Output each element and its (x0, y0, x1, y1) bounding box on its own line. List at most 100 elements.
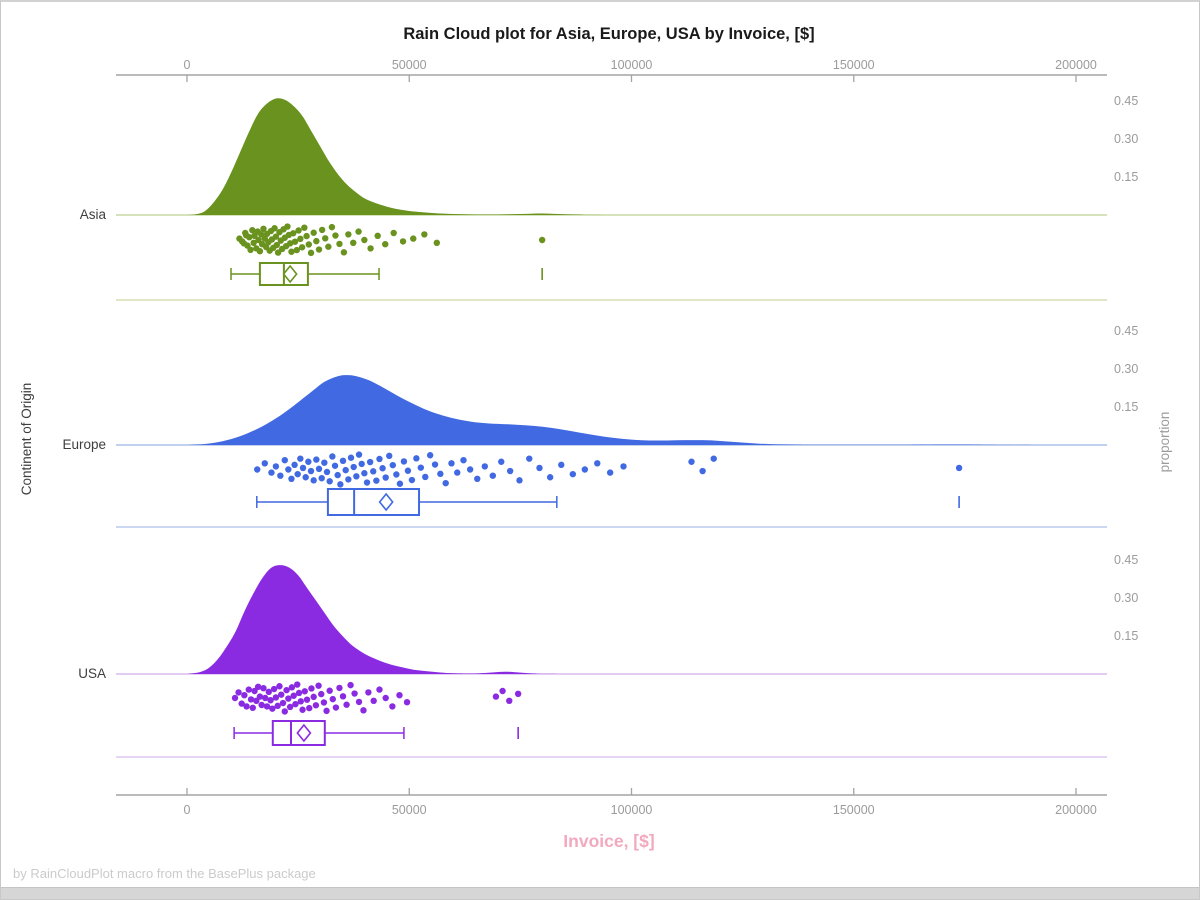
rain-point (393, 471, 400, 478)
rain-point (382, 474, 389, 481)
rain-point (308, 685, 315, 692)
rain-point (298, 244, 306, 251)
rain-point (276, 683, 283, 690)
rain-point (267, 697, 274, 704)
rain-point (342, 466, 349, 474)
rain-point (307, 467, 315, 475)
axis-tick-label: 200000 (1055, 803, 1097, 817)
rain-point (569, 470, 577, 478)
rain-point (558, 461, 565, 469)
rain-point (448, 460, 455, 467)
rain-point (272, 233, 280, 240)
rain-point (426, 452, 434, 459)
rain-point (516, 477, 523, 484)
rain-point (365, 689, 372, 696)
rain-point (376, 686, 383, 693)
rain-point (688, 458, 695, 465)
rain-point (323, 468, 331, 476)
rain-point (474, 475, 481, 482)
rain-point (408, 476, 416, 484)
rain-point (347, 681, 354, 689)
rain-point (417, 464, 425, 471)
rain-point (295, 227, 302, 234)
rain-point (313, 237, 320, 245)
x-axis-label: Invoice, [$] (563, 831, 654, 851)
rain-point (231, 694, 239, 702)
axis-tick-label: 100000 (611, 58, 653, 72)
rain-point (332, 232, 339, 239)
rain-point (399, 238, 407, 245)
rain-point (353, 473, 360, 480)
rain-point (370, 697, 377, 704)
rain-point (581, 466, 589, 473)
rain-point (370, 468, 377, 475)
rain-point (318, 690, 325, 698)
rain-point (620, 463, 627, 470)
rain-point (290, 692, 297, 699)
rain-point (279, 699, 287, 707)
rain-point (382, 694, 389, 702)
rain-point (245, 686, 252, 693)
rain-point (329, 453, 336, 460)
box (326, 488, 421, 516)
rain-point (305, 241, 312, 248)
rain-point (265, 688, 272, 696)
rain-point (382, 241, 389, 248)
rain-point (326, 687, 333, 694)
rain-point (360, 707, 367, 714)
rain-point (241, 692, 248, 699)
rain-point (433, 239, 441, 246)
rain-point (498, 458, 505, 465)
rain-point (466, 466, 474, 473)
group-usa: 0.45 0.30 0.15 (116, 553, 1138, 758)
rain-point (390, 229, 397, 237)
rain-point (278, 691, 285, 698)
rain-point (315, 682, 322, 689)
rain-point (291, 461, 298, 469)
rain-point (355, 451, 363, 458)
rain-point (263, 703, 271, 710)
rain-point (310, 693, 317, 701)
rain-point (355, 698, 363, 706)
rain-point (536, 464, 543, 472)
group-label-europe: Europe (62, 437, 106, 452)
rain-point (310, 477, 317, 484)
rain-point (315, 246, 323, 253)
rain-point (270, 685, 278, 693)
rain-point (310, 229, 317, 236)
rain-point (254, 466, 261, 473)
rain-point (318, 474, 325, 482)
proportion-tick-label: 0.30 (1114, 132, 1138, 146)
rain-point (285, 695, 292, 702)
rain-point (271, 225, 278, 232)
rain-point (312, 702, 320, 709)
rain-point (272, 463, 280, 470)
rain-point (294, 681, 301, 688)
rain-point (329, 695, 336, 703)
rain-point (283, 686, 290, 694)
rain-point (336, 240, 343, 248)
rain-point (281, 708, 288, 715)
density-cloud (187, 565, 1076, 674)
rain-point (431, 461, 439, 468)
y-axis-label-left: Continent of Origin (19, 383, 34, 496)
rain-point (320, 699, 328, 706)
rain-point (336, 684, 343, 692)
proportion-tick-label: 0.15 (1114, 400, 1138, 414)
rain-point (250, 239, 257, 246)
rain-point (235, 689, 242, 696)
rain-point (297, 235, 304, 243)
rain-point (546, 474, 554, 481)
chart-title: Rain Cloud plot for Asia, Europe, USA by… (403, 25, 814, 43)
rain-point (389, 461, 397, 469)
rain-point (538, 236, 546, 244)
rain-point (506, 467, 514, 475)
rain-point (273, 241, 280, 249)
rain-point (334, 471, 341, 479)
rain-point (606, 469, 614, 476)
rain-point (325, 243, 332, 250)
rain-point (268, 469, 275, 476)
rain-point (345, 476, 352, 483)
